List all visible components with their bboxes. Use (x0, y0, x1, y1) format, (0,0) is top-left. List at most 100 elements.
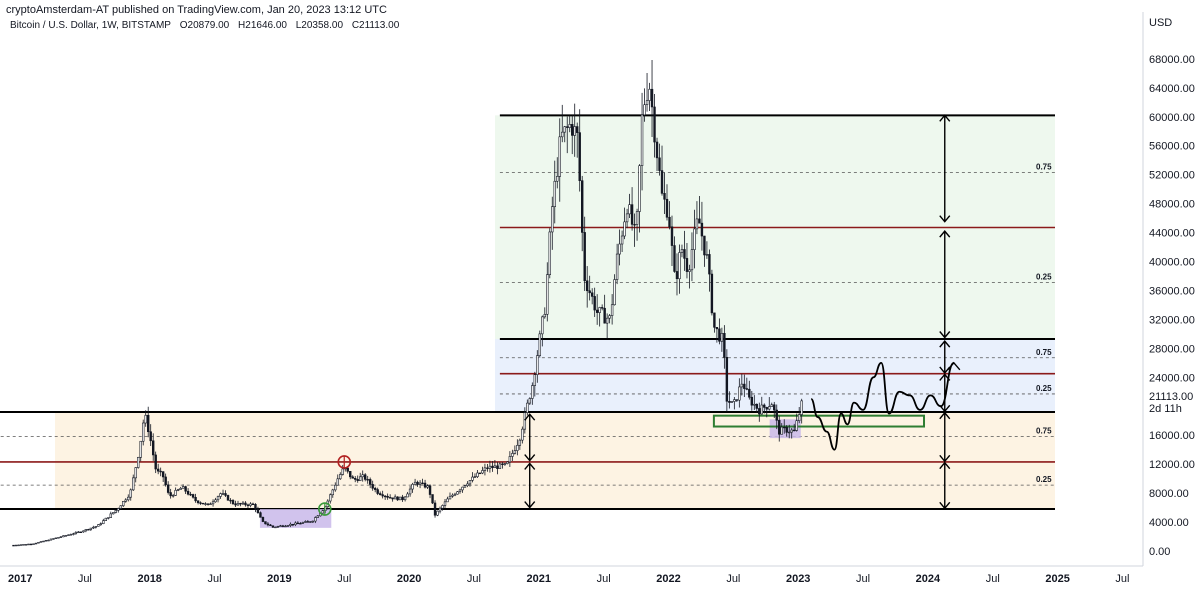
candle-body (361, 474, 364, 478)
candle-body (698, 218, 701, 224)
y-tick-label: 16000.00 (1149, 430, 1195, 442)
candle-body (44, 540, 48, 542)
candle-body (169, 492, 172, 497)
candle-body (438, 507, 442, 512)
candle-body (730, 401, 734, 403)
candle-body (718, 328, 721, 342)
candle-body (738, 386, 741, 401)
candle-body (94, 526, 98, 528)
accumulation-2022[interactable] (769, 419, 801, 439)
candle-body (433, 502, 437, 516)
candle-body (124, 499, 127, 502)
candle-body (236, 502, 240, 506)
candle-body (613, 279, 616, 306)
candle-body (491, 465, 494, 468)
candle-body (628, 204, 631, 215)
candle-body (142, 422, 145, 442)
candle-body (498, 463, 502, 469)
candle-body (206, 503, 210, 505)
candle-body (349, 470, 352, 478)
candle-body (32, 543, 35, 545)
candle-body (209, 503, 212, 505)
candle-body (558, 136, 561, 177)
y-tick-label: 12000.00 (1149, 459, 1195, 471)
candle-body (239, 502, 242, 505)
candle-body (585, 280, 589, 292)
support-box-2022[interactable] (712, 414, 926, 428)
candle-body (186, 490, 190, 495)
candle-body (383, 495, 387, 498)
candle-body (378, 493, 382, 495)
candle-body (234, 503, 237, 506)
candle-body (463, 485, 467, 488)
candle-body (279, 525, 282, 527)
candle-body (406, 493, 409, 498)
candle-body (753, 403, 756, 406)
candle-body (271, 525, 275, 528)
candle-body (773, 404, 776, 411)
candle-body (441, 505, 444, 509)
candle-body (304, 521, 307, 523)
candle-body (371, 484, 374, 489)
candle-body (531, 385, 534, 399)
candle-body (226, 495, 230, 501)
candle-body (543, 313, 546, 318)
candle-body (590, 292, 594, 297)
candle-body (144, 414, 147, 424)
candle-body (77, 531, 80, 534)
candle-body (546, 274, 549, 315)
candle-body (675, 271, 679, 280)
candle-body (52, 538, 55, 540)
candle-body (149, 431, 152, 442)
y-tick-label: 48000.00 (1149, 199, 1195, 211)
range-arrow-2[interactable] (939, 340, 951, 375)
candle-body (735, 399, 739, 401)
range-arrow-5[interactable] (939, 461, 951, 510)
candle-body (22, 544, 25, 546)
symbol-legend[interactable]: Bitcoin / U.S. Dollar, 1W, BITSTAMP O208… (10, 20, 405, 31)
candle-body (800, 400, 803, 415)
price-axis: 0.004000.008000.0012000.0016000.0020000.… (1144, 54, 1200, 558)
candle-body (568, 124, 571, 128)
candle-body (84, 529, 88, 532)
fib-label-9: 0.75 (1036, 427, 1052, 436)
candle-body (261, 517, 265, 522)
candle-body (264, 521, 267, 525)
candle-body (648, 88, 651, 101)
candle-body (42, 540, 45, 543)
projection-path[interactable] (810, 361, 955, 451)
range-arrow-3[interactable] (939, 373, 951, 413)
candle-body (401, 496, 404, 501)
candle-body (391, 497, 394, 500)
candle-body (119, 505, 122, 509)
candle-body (329, 494, 332, 502)
candle-body (526, 402, 529, 413)
candle-body (780, 426, 783, 435)
accumulation-2018[interactable] (259, 509, 332, 528)
range-arrow-0[interactable] (939, 114, 951, 223)
candle-body (478, 472, 482, 475)
candle-body (793, 429, 796, 432)
candle-body (49, 538, 53, 541)
candle-body (618, 243, 621, 255)
range-arrow-6[interactable] (524, 413, 536, 462)
x-tick-label: 2022 (656, 573, 680, 585)
candle-body (788, 431, 791, 434)
candle-body (17, 544, 20, 547)
candle-body (466, 483, 469, 486)
candle-body (758, 408, 761, 415)
range-arrow-1[interactable] (939, 230, 951, 339)
candle-body (506, 461, 509, 464)
candle-body (306, 521, 310, 523)
y-tick-label: 0.00 (1149, 546, 1170, 558)
candle-body (725, 356, 729, 402)
x-tick-label: Jul (337, 573, 351, 585)
green-circle[interactable] (317, 502, 332, 516)
range-arrow-4[interactable] (939, 411, 951, 463)
candle-body (274, 526, 277, 529)
candle-body (171, 495, 175, 497)
range-arrow-7[interactable] (524, 462, 536, 509)
red-circle[interactable] (337, 455, 352, 469)
y-tick-label: 44000.00 (1149, 228, 1195, 240)
